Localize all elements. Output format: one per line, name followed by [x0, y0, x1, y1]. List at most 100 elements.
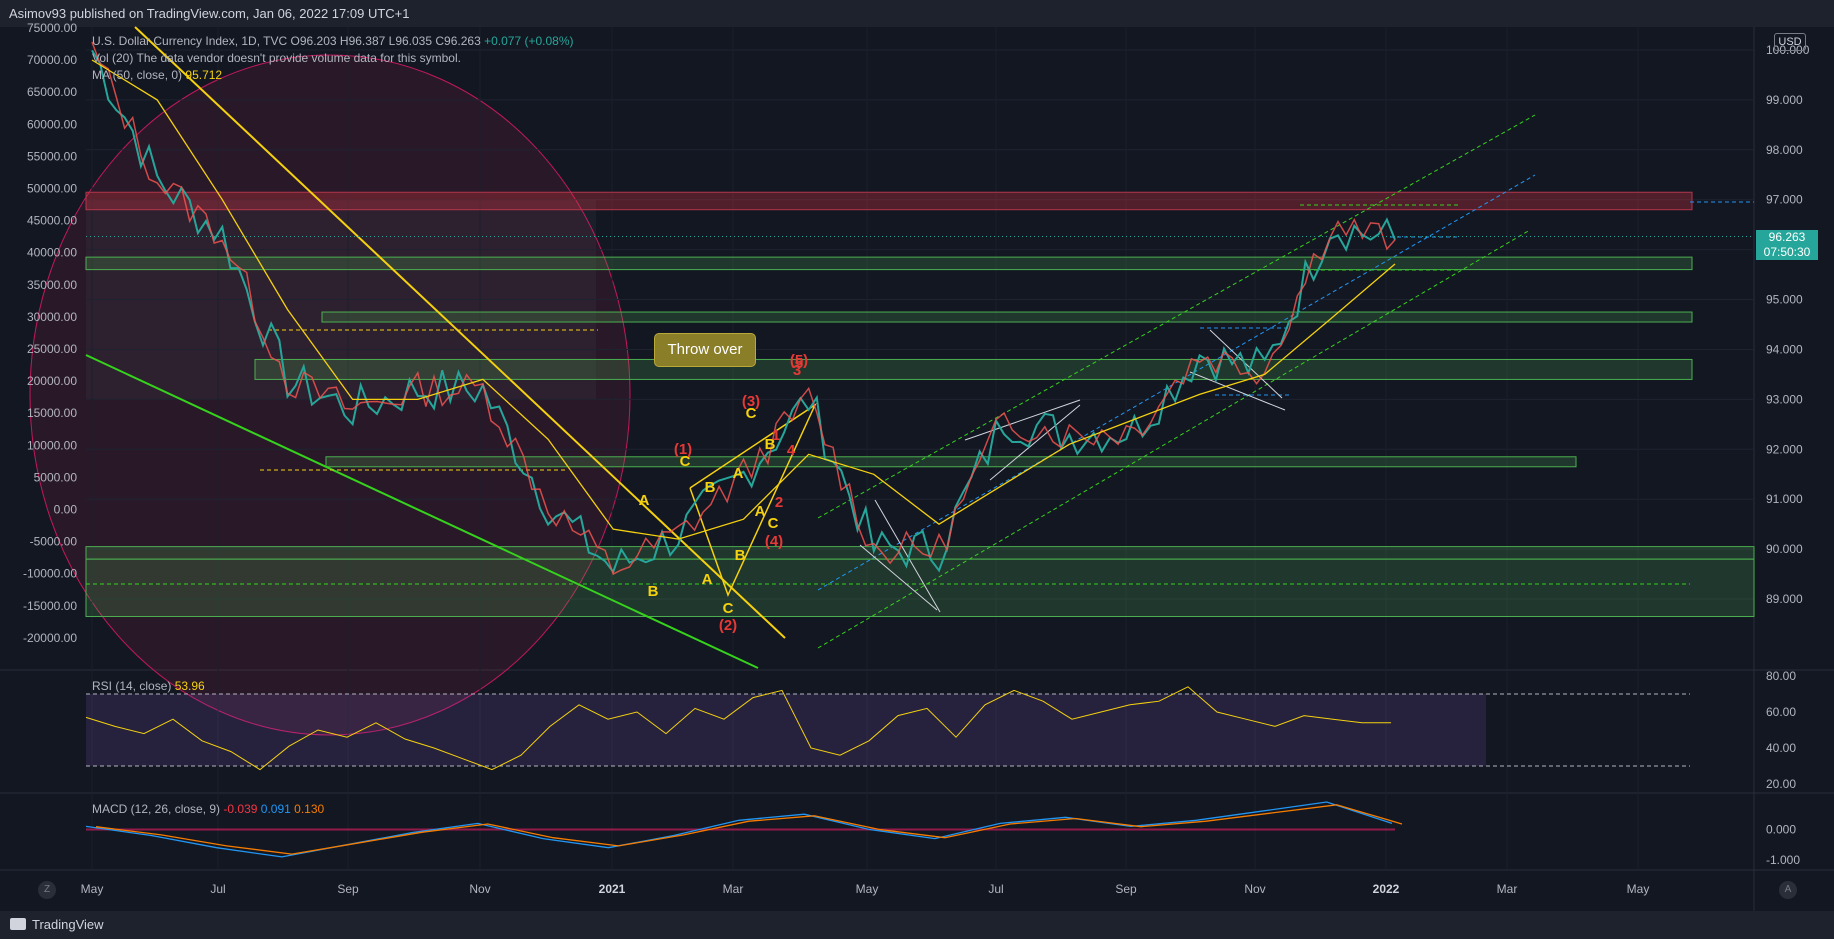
throw-over-callout: Throw over — [654, 333, 756, 367]
left-scale-tick: 25000.00 — [27, 342, 77, 356]
resistance-zone — [85, 191, 1693, 211]
support-zone — [254, 358, 1693, 380]
symbol-name[interactable]: U.S. Dollar Currency Index, 1D, TVC — [92, 34, 288, 48]
left-scale-tick: 10000.00 — [27, 438, 77, 452]
chart-background — [0, 27, 1834, 911]
zoom-button[interactable]: Z — [38, 881, 56, 899]
wave-label: (3) — [742, 393, 760, 410]
wave-label: B — [735, 547, 746, 564]
time-tick: Nov — [469, 882, 490, 896]
yellow-downtrend-line — [134, 26, 786, 639]
time-tick: May — [1627, 882, 1650, 896]
volume-axis: 75000.00 70000.00 65000.00 60000.00 55000.00… — [23, 21, 77, 645]
rsi-tick: 40.00 — [1766, 741, 1796, 755]
price-line-down — [91, 41, 1396, 576]
tradingview-logo[interactable]: TradingView — [10, 917, 104, 932]
wave-label: 3 — [793, 362, 801, 379]
left-scale-tick: -20000.00 — [23, 631, 77, 645]
support-zone — [85, 256, 1693, 271]
wave-label: (1) — [674, 441, 692, 458]
left-scale-tick: 50000.00 — [27, 182, 77, 196]
support-zone — [85, 546, 1755, 560]
left-scale-tick: 75000.00 — [27, 21, 77, 35]
time-tick: Mar — [723, 882, 744, 896]
price-tick: 99.000 — [1766, 93, 1803, 107]
price-tick: 89.000 — [1766, 592, 1803, 606]
left-scale-tick: -5000.00 — [30, 535, 78, 549]
white-trendline — [874, 499, 941, 613]
price-series — [86, 41, 1754, 576]
time-tick: Sep — [1115, 882, 1137, 896]
trend-drawings — [85, 26, 1754, 669]
wave-label: A — [755, 503, 766, 520]
wave-label: C — [746, 405, 757, 422]
footer-bar: TradingView — [0, 911, 1834, 939]
time-tick: Mar — [1497, 882, 1518, 896]
legend-symbol-row: U.S. Dollar Currency Index, 1D, TVC O96.… — [92, 34, 574, 48]
rsi-band — [86, 694, 1486, 766]
white-trendline — [859, 544, 938, 611]
rsi-line — [85, 686, 1391, 771]
wave-label: (4) — [765, 533, 783, 550]
wave-label: 5 — [795, 355, 803, 372]
left-scale-tick: 60000.00 — [27, 117, 77, 131]
brand-text: TradingView — [32, 917, 104, 932]
bar-countdown: 07:50:30 — [1763, 245, 1811, 259]
grid — [86, 27, 1754, 870]
left-scale-tick: 45000.00 — [27, 214, 77, 228]
price-tick: 100.000 — [1766, 43, 1810, 57]
tv-logo-icon — [10, 918, 26, 930]
left-scale-tick: 5000.00 — [34, 470, 78, 484]
ma50-line — [91, 59, 1396, 540]
wave-label: B — [765, 436, 776, 453]
legend-ma-row: MA (50, close, 0) 95.712 — [92, 68, 222, 82]
last-price-value: 96.263 — [1768, 230, 1806, 244]
currency-button[interactable]: USD — [1774, 33, 1806, 51]
ma-value: 95.712 — [185, 68, 223, 82]
ma-label[interactable]: MA (50, close, 0) — [92, 68, 183, 82]
left-scale-tick: -15000.00 — [23, 599, 77, 613]
wave-label: C — [680, 453, 691, 470]
rsi-pane: 80.00 60.00 40.00 20.00 — [85, 669, 1796, 791]
wave-label: 2 — [775, 494, 783, 511]
left-scale-tick: 40000.00 — [27, 246, 77, 260]
legend-rsi-row: RSI (14, close) 53.96 — [92, 679, 205, 693]
price-tick: 97.000 — [1766, 193, 1803, 207]
time-tick: May — [81, 882, 104, 896]
left-scale-tick: -10000.00 — [23, 567, 77, 581]
left-scale-tick: 15000.00 — [27, 406, 77, 420]
support-zone — [321, 311, 1693, 323]
price-tick: 98.000 — [1766, 143, 1803, 157]
channel-mid-line — [817, 174, 1536, 591]
macd-signal-line — [95, 804, 1403, 855]
macd-label[interactable]: MACD (12, 26, close, 9) — [92, 802, 221, 816]
wave-label: B — [705, 479, 716, 496]
auto-scale-button[interactable]: A — [1779, 881, 1797, 899]
zones — [85, 191, 1755, 618]
white-trendline — [1189, 371, 1286, 411]
time-axis[interactable]: May Jul Sep Nov 2021 Mar May Jul Sep Nov 2022 Mar Ma… — [81, 882, 1650, 896]
rsi-tick: 60.00 — [1766, 705, 1796, 719]
wave-label: A — [639, 492, 650, 509]
time-tick: Sep — [337, 882, 359, 896]
ohlc-low: L96.035 — [388, 34, 433, 48]
white-trendline — [1209, 329, 1283, 399]
last-price-tag: 96.263 07:50:30 — [1756, 230, 1818, 260]
macd-line-value: 0.091 — [260, 802, 291, 816]
time-tick: 2022 — [1373, 882, 1400, 896]
rsi-label[interactable]: RSI (14, close) — [92, 679, 172, 693]
legend-macd-row: MACD (12, 26, close, 9) -0.039 0.091 0.1… — [92, 802, 324, 816]
left-scale-tick: 0.00 — [54, 503, 78, 517]
publish-text: Asimov93 published on TradingView.com, J… — [9, 6, 410, 21]
left-scale-tick: 55000.00 — [27, 149, 77, 163]
rsi-value: 53.96 — [174, 679, 205, 693]
price-tick: 94.000 — [1766, 342, 1803, 356]
wave-label: C — [768, 515, 779, 532]
price-tick: 91.000 — [1766, 492, 1803, 506]
vol-label[interactable]: Vol (20) — [92, 51, 134, 65]
time-tick: Jul — [988, 882, 1003, 896]
price-tick: 92.000 — [1766, 442, 1803, 456]
support-zone — [325, 456, 1577, 468]
